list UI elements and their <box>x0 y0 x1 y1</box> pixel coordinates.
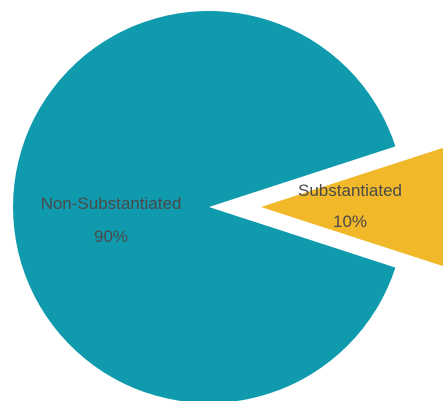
value-non-substantiated: 90% <box>94 227 128 246</box>
slice-substantiated <box>261 147 443 267</box>
label-non-substantiated: Non-Substantiated <box>41 194 182 213</box>
value-substantiated: 10% <box>333 212 367 231</box>
slice-non-substantiated <box>13 11 396 401</box>
label-substantiated: Substantiated <box>298 181 402 200</box>
